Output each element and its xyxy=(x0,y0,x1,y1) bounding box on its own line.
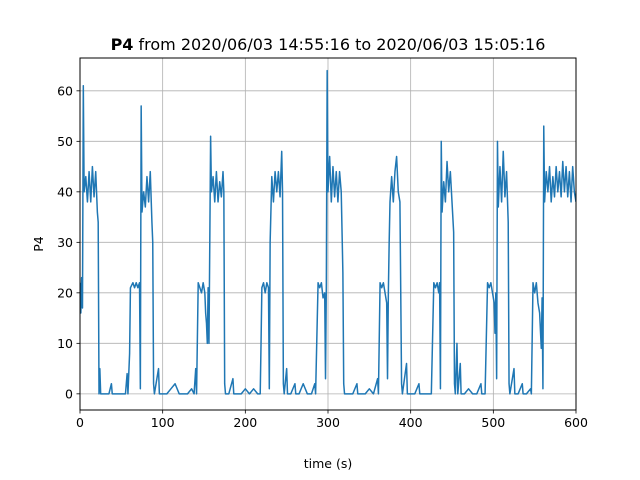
x-tick-label: 500 xyxy=(481,415,505,430)
plot-area xyxy=(80,69,576,395)
x-tick-label: 300 xyxy=(316,415,340,430)
y-axis: 0 10 20 30 40 50 60 xyxy=(57,83,80,401)
x-tick-label: 0 xyxy=(76,415,84,430)
y-tick-label: 30 xyxy=(57,235,73,250)
x-tick-label: 600 xyxy=(564,415,588,430)
y-tick-label: 0 xyxy=(65,386,73,401)
series-line xyxy=(80,69,576,395)
y-tick-label: 20 xyxy=(57,285,73,300)
y-tick-label: 60 xyxy=(57,83,73,98)
x-axis-label: time (s) xyxy=(304,456,352,471)
y-tick-label: 50 xyxy=(57,134,73,149)
chart-title: P4 from 2020/06/03 14:55:16 to 2020/06/0… xyxy=(111,35,546,54)
chart-title-rest: from 2020/06/03 14:55:16 to 2020/06/03 1… xyxy=(133,35,545,54)
chart-title-bold: P4 xyxy=(111,35,134,54)
x-tick-label: 400 xyxy=(399,415,423,430)
x-tick-label: 100 xyxy=(151,415,175,430)
x-axis: 0 100 200 300 400 500 600 xyxy=(76,410,588,430)
y-tick-label: 40 xyxy=(57,184,73,199)
y-axis-label: P4 xyxy=(31,236,46,252)
y-tick-label: 10 xyxy=(57,336,73,351)
x-tick-label: 200 xyxy=(233,415,257,430)
